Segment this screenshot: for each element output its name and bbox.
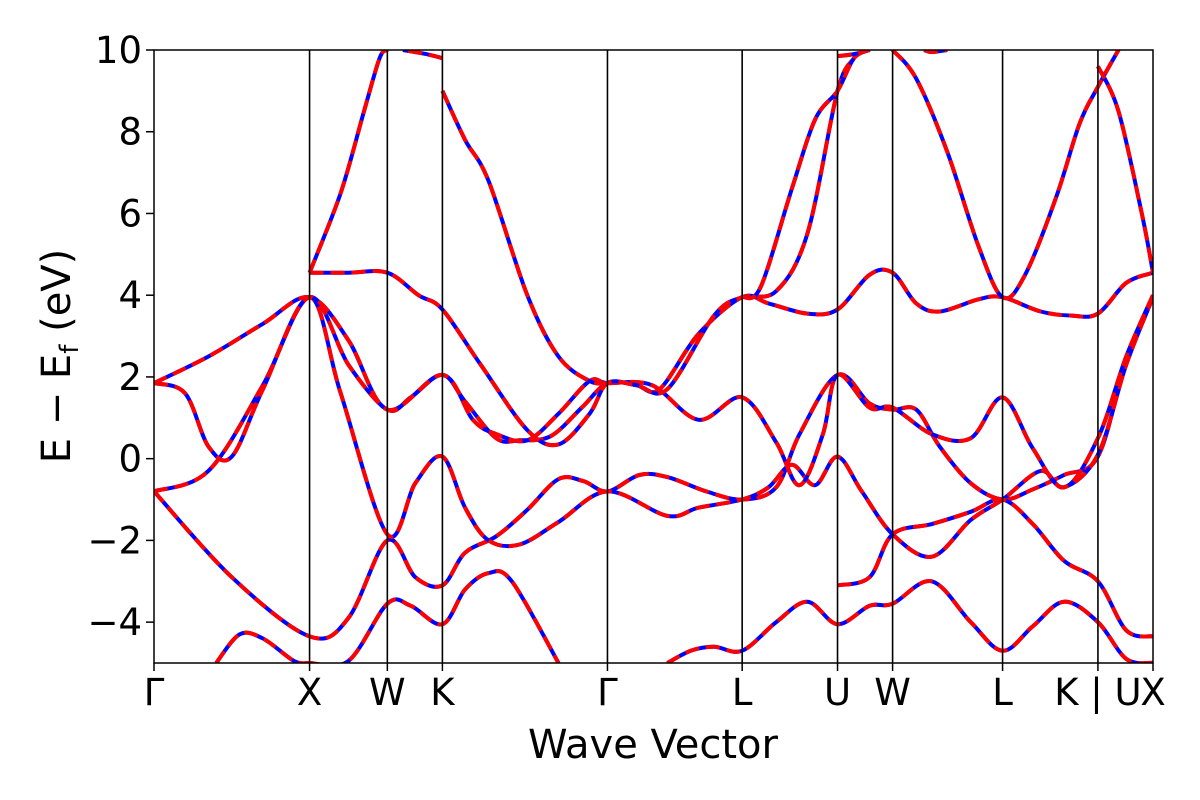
y-axis-title: E − Ef (eV) [34, 249, 85, 464]
band-line-red [214, 630, 310, 663]
x-tick-label: Γ [144, 671, 165, 714]
high-symmetry-lines [308, 50, 1099, 663]
y-tick-label: 4 [118, 274, 142, 317]
band-line-red [154, 294, 1153, 641]
band-line-red [309, 57, 856, 448]
x-tick-label: L [992, 671, 1013, 714]
x-tick-label: Γ [597, 671, 618, 714]
band-line-blue [440, 90, 608, 386]
plot-frame [153, 49, 1154, 664]
x-tick-label: X [1140, 671, 1165, 714]
band-line-blue [1096, 65, 1153, 274]
y-axis-title-subscript: f [55, 344, 85, 354]
x-tick-label: K [430, 671, 456, 714]
band-line-red [154, 267, 1153, 494]
x-tick-label: L [732, 671, 753, 714]
y-tick-label: −2 [87, 519, 142, 562]
x-tick-label: U [824, 671, 851, 714]
x-tick-label: W [369, 671, 406, 714]
band-line-red [307, 50, 389, 274]
band-line-blue [891, 50, 1121, 301]
x-tick-label: K | U [1054, 671, 1141, 714]
band-line-red [1096, 65, 1153, 274]
band-line-blue [837, 497, 1153, 639]
y-tick-label: 8 [118, 111, 142, 154]
band-line-blue [741, 50, 871, 301]
band-line-red [891, 50, 1121, 301]
y-tick-label: 2 [118, 356, 142, 399]
band-line-red [741, 50, 871, 301]
band-line-red [440, 90, 608, 386]
x-tick-label: W [874, 671, 911, 714]
x-tick-label: X [297, 671, 322, 714]
y-tick-label: 0 [118, 438, 142, 481]
y-axis-title-unit: (eV) [34, 249, 80, 345]
y-tick-label: 10 [95, 29, 142, 72]
y-tick-label: −4 [87, 601, 142, 644]
band-line-red [402, 50, 443, 61]
y-axis: −4 −2 0 2 4 6 8 10 [87, 29, 154, 644]
y-tick-label: 6 [118, 192, 142, 235]
band-line-blue [214, 630, 310, 663]
y-axis-title-main: E − E [34, 354, 80, 464]
band-line-red [154, 294, 1153, 490]
band-line-blue [666, 579, 1153, 663]
band-line-red [837, 497, 1153, 639]
x-axis-title: Wave Vector [528, 722, 779, 768]
band-line-red [837, 50, 871, 59]
